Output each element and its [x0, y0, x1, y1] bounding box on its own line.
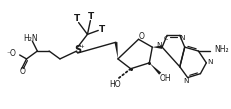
Text: HO: HO — [109, 80, 121, 89]
Text: NH₂: NH₂ — [214, 45, 229, 54]
Text: OH: OH — [159, 74, 171, 83]
Text: O: O — [139, 32, 144, 41]
Text: T: T — [99, 25, 105, 34]
Text: N: N — [156, 42, 162, 48]
Text: H₂N: H₂N — [23, 34, 38, 43]
Text: T: T — [88, 12, 94, 21]
Polygon shape — [149, 63, 161, 75]
Text: S: S — [74, 45, 81, 55]
Text: N: N — [179, 35, 185, 41]
Text: O: O — [20, 67, 26, 76]
Polygon shape — [152, 45, 162, 49]
Polygon shape — [115, 42, 118, 59]
Text: ⁻O: ⁻O — [7, 49, 17, 58]
Text: +: + — [79, 44, 84, 49]
Text: C: C — [164, 36, 168, 41]
Text: T: T — [73, 14, 80, 23]
Text: N: N — [183, 77, 188, 83]
Text: N: N — [207, 59, 213, 65]
